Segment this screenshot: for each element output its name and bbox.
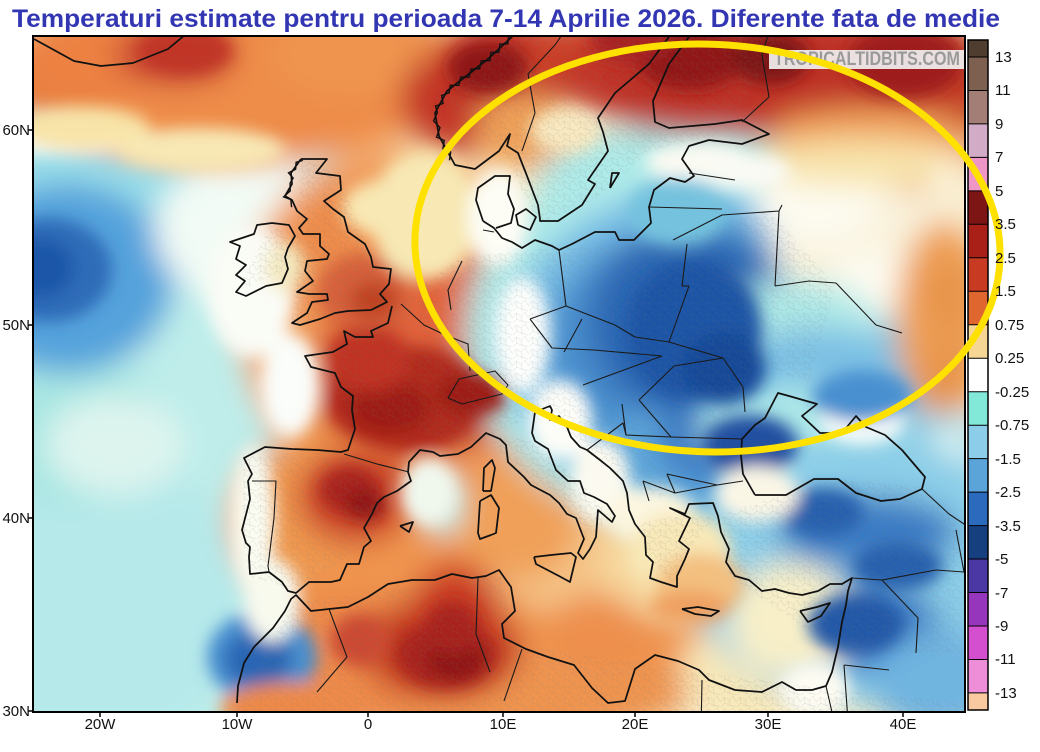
svg-text:60N: 60N: [2, 122, 30, 139]
svg-text:-0.75: -0.75: [995, 417, 1029, 434]
svg-text:-9: -9: [995, 618, 1008, 635]
svg-text:-11: -11: [995, 651, 1016, 668]
svg-text:-3.5: -3.5: [995, 518, 1021, 535]
svg-text:-0.25: -0.25: [995, 384, 1029, 401]
svg-text:30N: 30N: [2, 703, 30, 720]
svg-text:9: 9: [995, 116, 1003, 133]
svg-text:11: 11: [995, 82, 1011, 99]
svg-text:1.5: 1.5: [995, 283, 1016, 300]
svg-text:0.25: 0.25: [995, 350, 1024, 367]
svg-text:30E: 30E: [755, 716, 782, 733]
svg-text:7: 7: [995, 149, 1003, 166]
svg-text:-5: -5: [995, 551, 1008, 568]
svg-text:10W: 10W: [222, 716, 254, 733]
svg-text:20W: 20W: [85, 716, 117, 733]
svg-text:-13: -13: [995, 685, 1017, 702]
svg-text:Temperaturi estimate pentru pe: Temperaturi estimate pentru perioada 7-1…: [12, 5, 1000, 33]
svg-text:3.5: 3.5: [995, 216, 1016, 233]
svg-text:-1.5: -1.5: [995, 451, 1021, 468]
svg-text:20E: 20E: [622, 716, 649, 733]
svg-text:13: 13: [995, 49, 1012, 66]
svg-text:5: 5: [995, 183, 1003, 200]
svg-text:0.75: 0.75: [995, 317, 1024, 334]
svg-text:2.5: 2.5: [995, 250, 1016, 267]
svg-text:50N: 50N: [2, 317, 30, 334]
svg-text:0: 0: [364, 716, 372, 733]
svg-text:10E: 10E: [490, 716, 517, 733]
svg-text:40N: 40N: [2, 510, 30, 527]
svg-text:-2.5: -2.5: [995, 484, 1021, 501]
svg-text:-7: -7: [995, 585, 1008, 602]
svg-text:40E: 40E: [890, 716, 917, 733]
